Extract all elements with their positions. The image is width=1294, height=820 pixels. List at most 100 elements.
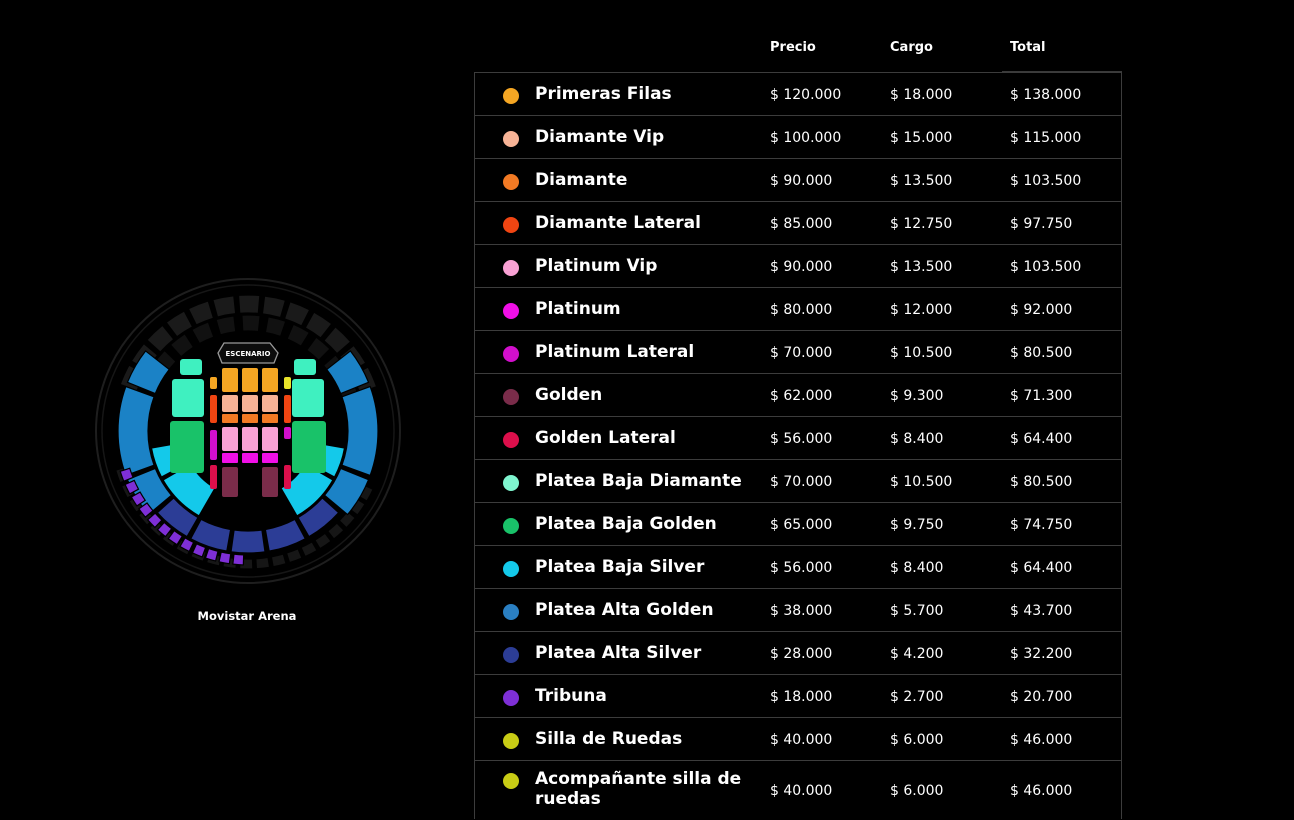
section-platea-alta-golden[interactable]: [323, 467, 370, 516]
section-platea-alta-golden[interactable]: [325, 350, 370, 395]
section-platea-alta-silver[interactable]: [156, 497, 199, 538]
section-diamante-lateral[interactable]: [284, 395, 291, 423]
venue-map[interactable]: ESCENARIO: [92, 275, 404, 587]
section-platea-baja-golden[interactable]: [292, 421, 326, 473]
section-golden[interactable]: [222, 467, 238, 497]
unused-section: [169, 332, 195, 358]
price-row[interactable]: Golden Lateral $ 56.000 $ 8.400 $ 64.400: [475, 417, 1121, 460]
header-total: Total: [1010, 40, 1046, 55]
section-diamante[interactable]: [222, 414, 238, 423]
section-platea-alta-golden[interactable]: [341, 385, 379, 477]
zone-price: $ 56.000: [770, 431, 833, 447]
section-tribuna[interactable]: [124, 479, 140, 495]
section-golden[interactable]: [262, 467, 278, 497]
price-row[interactable]: Diamante Lateral $ 85.000 $ 12.750 $ 97.750: [475, 202, 1121, 245]
seat-sections[interactable]: [117, 350, 379, 566]
zone-fee: $ 10.500: [890, 345, 953, 361]
section-platea-baja-diamante[interactable]: [294, 359, 316, 375]
section-tribuna[interactable]: [146, 512, 163, 529]
section-tribuna[interactable]: [130, 491, 147, 507]
section-primeras-filas[interactable]: [262, 368, 278, 392]
section-platea-alta-silver[interactable]: [230, 529, 266, 554]
section-platinum-lateral[interactable]: [284, 427, 291, 439]
price-row[interactable]: Platea Alta Silver $ 28.000 $ 4.200 $ 32.20…: [475, 632, 1121, 675]
unused-section: [261, 295, 287, 319]
price-row[interactable]: Silla de Ruedas $ 40.000 $ 6.000 $ 46.000: [475, 718, 1121, 761]
zone-fee: $ 5.700: [890, 603, 944, 619]
section-primeras-filas[interactable]: [210, 377, 217, 389]
zone-name: Tribuna: [535, 686, 607, 706]
section-diamante-vip[interactable]: [242, 395, 258, 412]
zone-price: $ 80.000: [770, 302, 833, 318]
section-tribuna[interactable]: [138, 502, 154, 518]
zone-fee: $ 13.500: [890, 173, 953, 189]
price-row[interactable]: Platinum Vip $ 90.000 $ 13.500 $ 103.500: [475, 245, 1121, 288]
section-platea-baja-diamante[interactable]: [180, 359, 202, 375]
price-row[interactable]: Tribuna $ 18.000 $ 2.700 $ 20.700: [475, 675, 1121, 718]
section-platinum-vip[interactable]: [242, 427, 258, 451]
price-row[interactable]: Diamante Vip $ 100.000 $ 15.000 $ 115.000: [475, 116, 1121, 159]
price-row[interactable]: Platinum Lateral $ 70.000 $ 10.500 $ 80.500: [475, 331, 1121, 374]
section-tribuna[interactable]: [232, 553, 245, 566]
section-diamante-vip[interactable]: [262, 395, 278, 412]
section-platea-alta-golden[interactable]: [126, 350, 171, 395]
section-diamante[interactable]: [242, 414, 258, 423]
section-tribuna[interactable]: [218, 551, 232, 565]
zone-fee: $ 18.000: [890, 87, 953, 103]
price-row[interactable]: Platea Baja Golden $ 65.000 $ 9.750 $ 74.75…: [475, 503, 1121, 546]
section-primeras-filas[interactable]: [222, 368, 238, 392]
price-row[interactable]: Platea Baja Silver $ 56.000 $ 8.400 $ 64.40…: [475, 546, 1121, 589]
zone-color-dot-icon: [503, 561, 519, 577]
zone-color-dot-icon: [503, 604, 519, 620]
zone-fee: $ 15.000: [890, 130, 953, 146]
section-diamante-lateral[interactable]: [210, 395, 217, 423]
section-platinum[interactable]: [242, 453, 258, 463]
section-diamante[interactable]: [262, 414, 278, 423]
zone-total: $ 71.300: [1010, 388, 1073, 404]
zone-price: $ 28.000: [770, 646, 833, 662]
section-platinum[interactable]: [222, 453, 238, 463]
section-platea-alta-silver[interactable]: [189, 518, 232, 552]
section-platinum-lateral[interactable]: [210, 430, 217, 460]
zone-color-dot-icon: [503, 773, 519, 789]
price-row[interactable]: Diamante $ 90.000 $ 13.500 $ 103.500: [475, 159, 1121, 202]
section-platea-baja-diamante[interactable]: [172, 379, 204, 417]
zone-fee: $ 9.300: [890, 388, 944, 404]
section-platea-baja-golden[interactable]: [170, 421, 204, 473]
section-tribuna[interactable]: [179, 537, 195, 553]
section-golden-lateral[interactable]: [210, 465, 217, 489]
section-tribuna[interactable]: [156, 521, 173, 538]
section-platinum-vip[interactable]: [262, 427, 278, 451]
section-primeras-filas[interactable]: [242, 368, 258, 392]
zone-fee: $ 13.500: [890, 259, 953, 275]
section-platea-alta-silver[interactable]: [297, 497, 340, 538]
section-tribuna[interactable]: [204, 547, 219, 562]
price-row[interactable]: Platinum $ 80.000 $ 12.000 $ 92.000: [475, 288, 1121, 331]
section-platea-alta-golden[interactable]: [126, 467, 173, 516]
zone-price: $ 70.000: [770, 345, 833, 361]
price-row[interactable]: Acompañante silla de ruedas $ 40.000 $ 6.0…: [475, 761, 1121, 819]
section-tribuna[interactable]: [119, 467, 134, 482]
section-platinum-vip[interactable]: [222, 427, 238, 451]
unused-section: [187, 300, 215, 326]
section-golden-lateral[interactable]: [284, 465, 291, 489]
header-price: Precio: [770, 40, 816, 55]
seating-map-graphic[interactable]: ESCENARIO: [92, 275, 404, 587]
section-platea-alta-golden[interactable]: [117, 385, 155, 477]
section-platea-baja-diamante[interactable]: [292, 379, 324, 417]
section-platea-alta-silver[interactable]: [264, 518, 307, 552]
price-row[interactable]: Platea Baja Diamante $ 70.000 $ 10.500 $ 80…: [475, 460, 1121, 503]
section-tribuna[interactable]: [191, 543, 207, 558]
zone-price: $ 38.000: [770, 603, 833, 619]
zone-price: $ 120.000: [770, 87, 842, 103]
price-row[interactable]: Primeras Filas $ 120.000 $ 18.000 $ 138.000: [475, 73, 1121, 116]
zone-total: $ 138.000: [1010, 87, 1082, 103]
section-tribuna[interactable]: [167, 529, 184, 546]
section-primeras-filas[interactable]: [284, 377, 291, 389]
zone-name: Acompañante silla de ruedas: [535, 769, 742, 809]
unused-section: [323, 325, 352, 355]
price-row[interactable]: Platea Alta Golden $ 38.000 $ 5.700 $ 43.70…: [475, 589, 1121, 632]
section-platinum[interactable]: [262, 453, 278, 463]
section-diamante-vip[interactable]: [222, 395, 238, 412]
price-row[interactable]: Golden $ 62.000 $ 9.300 $ 71.300: [475, 374, 1121, 417]
